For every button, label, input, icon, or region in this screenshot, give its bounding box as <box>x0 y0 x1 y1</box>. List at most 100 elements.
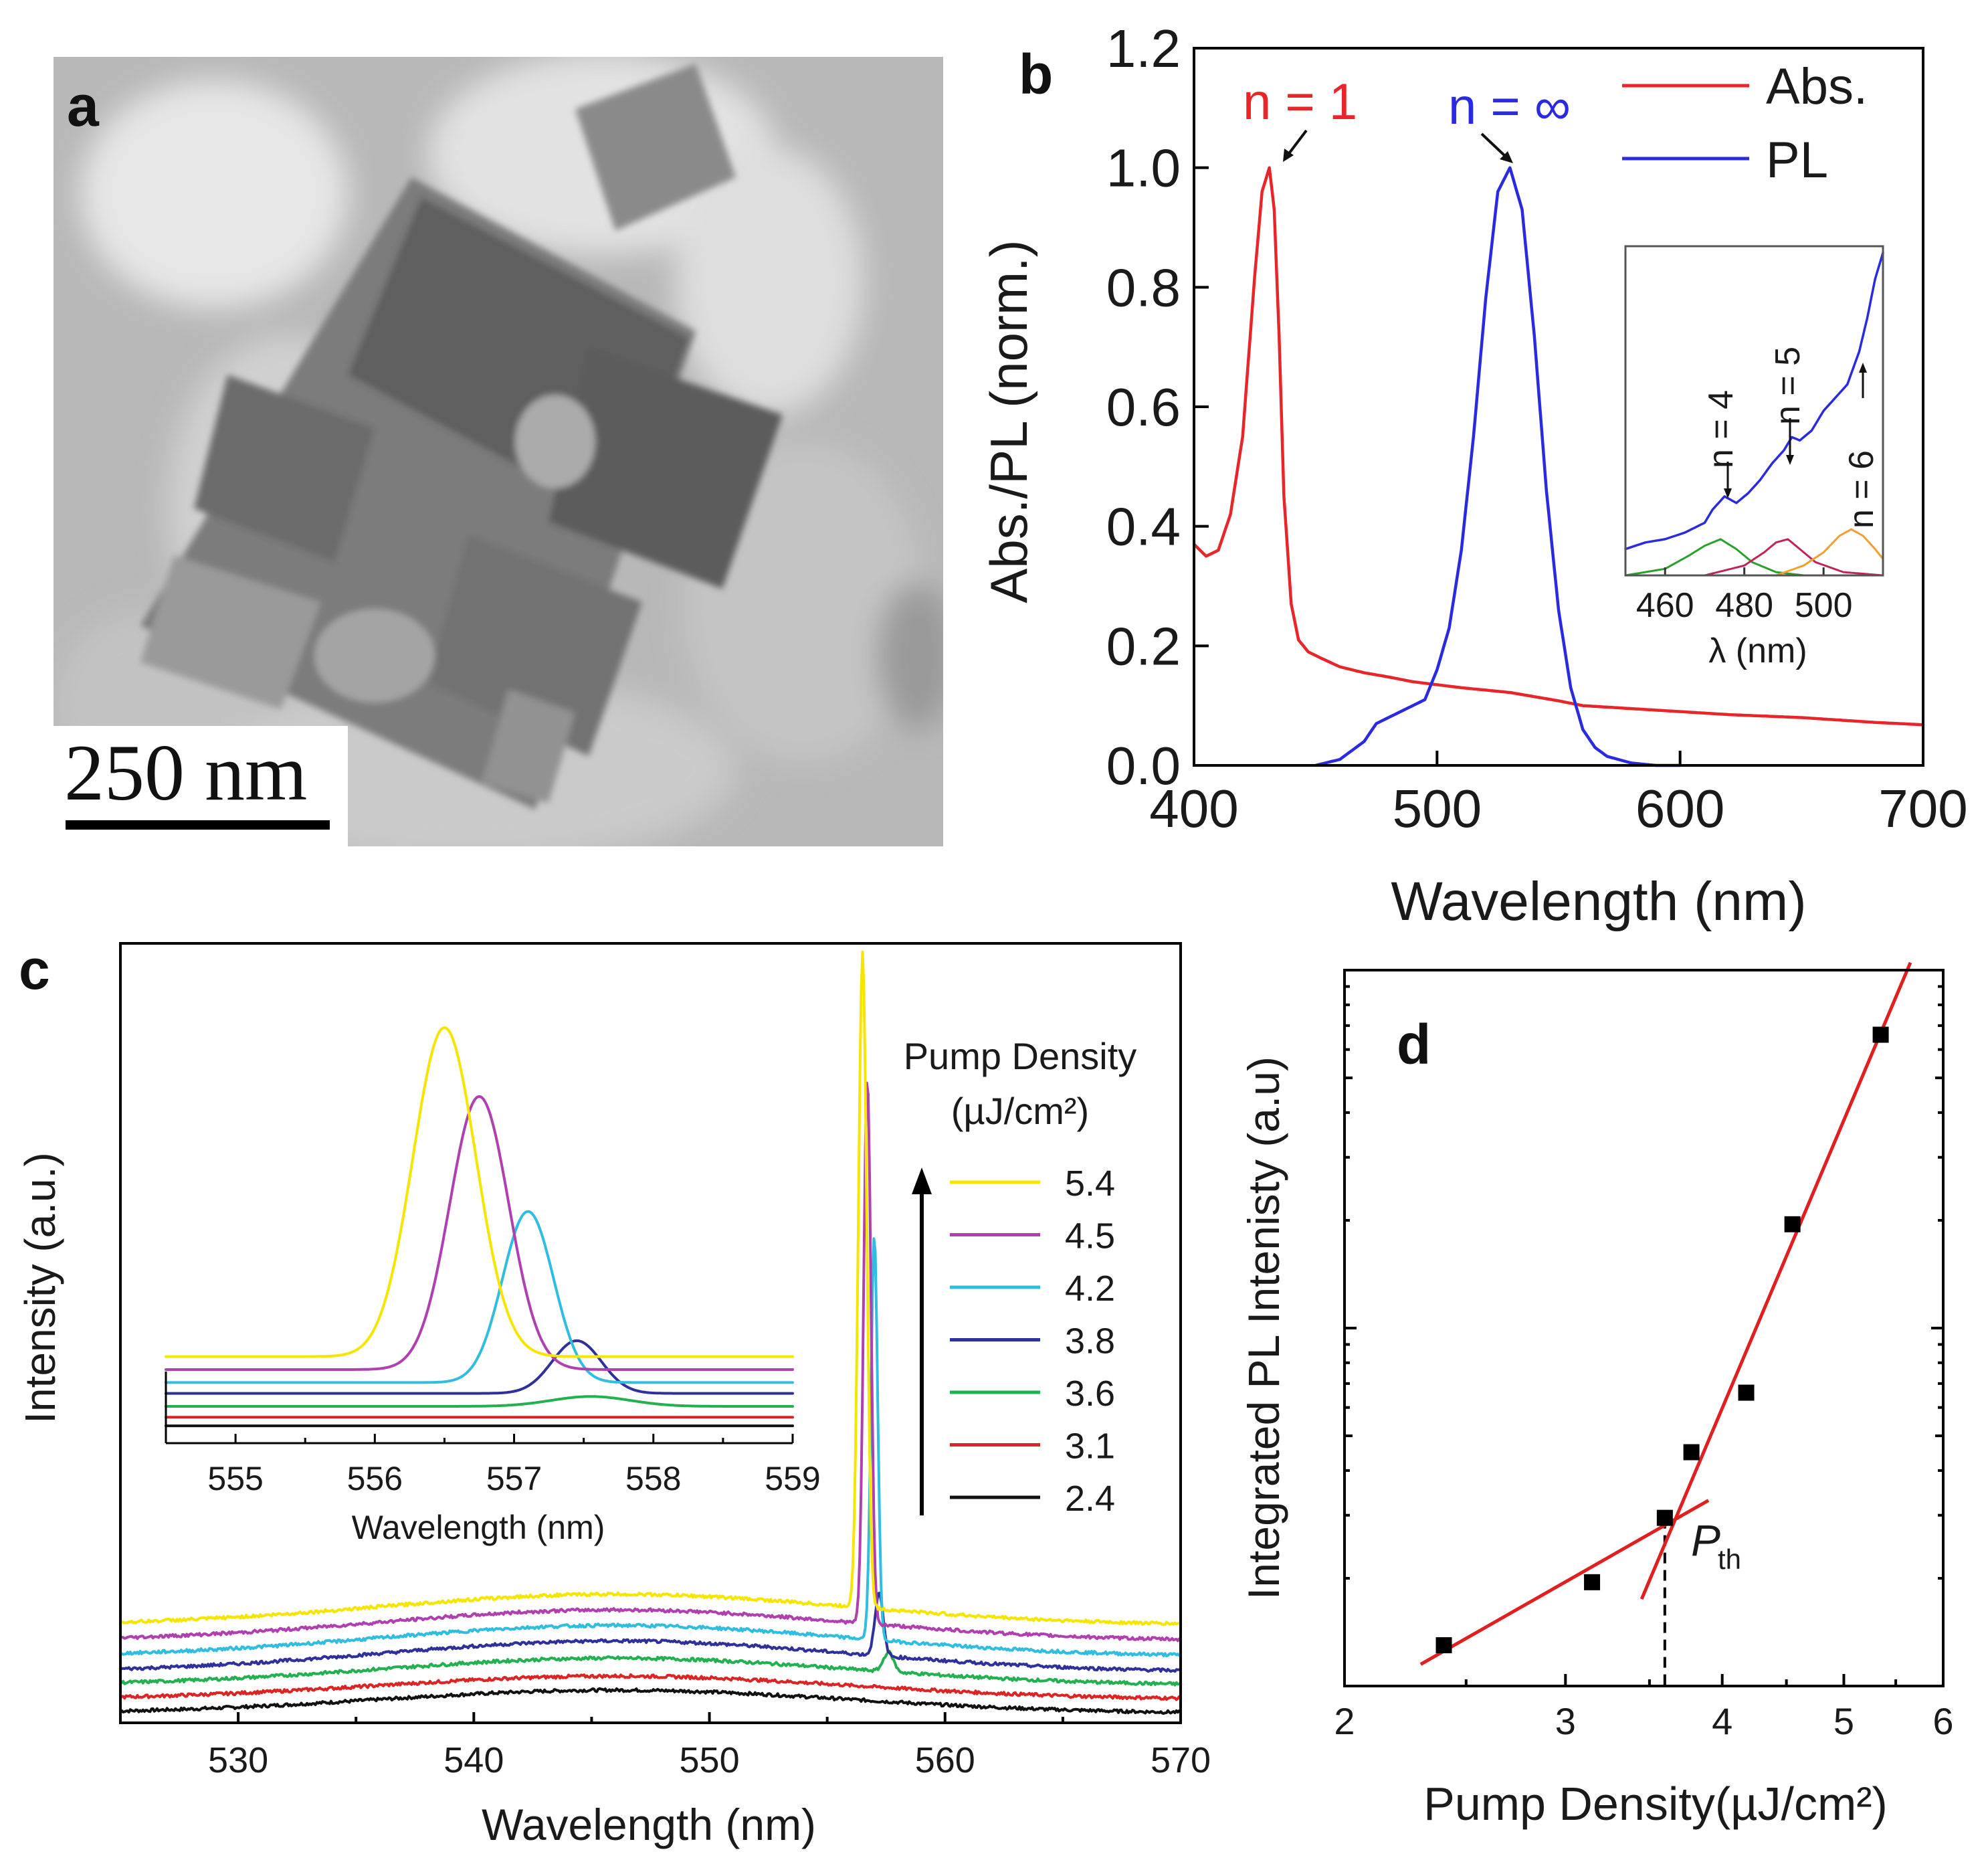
panel-c: c Intensity (a.u.) Wavelength (nm) 530 54… <box>16 938 1211 1849</box>
x-tick-label: 4 <box>1712 1700 1732 1742</box>
inset-series-line <box>1704 538 1884 577</box>
x-tick-label: 3 <box>1555 1700 1576 1742</box>
data-point <box>1584 1574 1601 1590</box>
inset-ticks: 460 480 500 <box>1636 567 1853 625</box>
series-line-3-6 <box>119 1649 1182 1687</box>
y-tick-label: 0.4 <box>1106 497 1181 557</box>
inset-x-tick-label: 559 <box>765 1460 820 1497</box>
legend-title: Pump Density <box>904 1035 1137 1077</box>
series-line-abs <box>1192 166 1925 727</box>
arrow-n1 <box>1286 129 1308 157</box>
inset-arrow-head-n6 <box>1859 363 1867 373</box>
inset-x-tick-label: 557 <box>486 1460 542 1497</box>
x-tick-label: 530 <box>208 1740 268 1780</box>
panel-a: a 250 nm <box>54 57 943 846</box>
legend-label-5-4: 5.4 <box>1065 1163 1115 1204</box>
threshold-label: P <box>1691 1515 1720 1565</box>
legend-label-abs: Abs. <box>1766 58 1868 115</box>
series-line-pl <box>1314 166 1682 767</box>
inset-x-tick-label: 500 <box>1795 586 1853 625</box>
data-point <box>1435 1637 1452 1654</box>
y-tick-label: 0.0 <box>1106 736 1181 796</box>
inset-x-label: Wavelength (nm) <box>352 1509 605 1546</box>
axis-ticks: 2 3 4 5 6 <box>1334 969 1954 1742</box>
x-tick-label: 540 <box>443 1740 504 1780</box>
inset-series-line-3-6 <box>165 1395 794 1408</box>
inset-c: 555 556 557 558 559 Wavelength (nm) <box>165 1026 821 1546</box>
x-tick-label: 570 <box>1151 1740 1211 1780</box>
series-group <box>119 950 1182 1715</box>
inset-series-line-3-8 <box>165 1339 794 1395</box>
legend-label-3-6: 3.6 <box>1065 1374 1115 1414</box>
data-point <box>1738 1384 1755 1401</box>
data-point <box>1784 1216 1801 1232</box>
series-line-4-2 <box>119 1237 1182 1658</box>
legend-label-pl: PL <box>1766 132 1828 189</box>
inset-annotation-n6: n = 6 <box>1842 450 1881 529</box>
inset-series-line <box>1624 252 1884 551</box>
arrow-head-ninf <box>1500 151 1513 163</box>
x-axis-label: Wavelength (nm) <box>1391 871 1806 932</box>
legend-label-4-5: 4.5 <box>1065 1216 1115 1256</box>
increase-arrow-head <box>912 1168 932 1194</box>
inset-series-group <box>165 1026 794 1428</box>
x-tick-label: 2 <box>1334 1700 1355 1742</box>
x-tick-label: 500 <box>1393 779 1482 838</box>
inset-b: 460 480 500 λ (nm) n = 4 n = 5 n = 6 <box>1624 245 1884 670</box>
inset-series-line-4-5 <box>165 1095 794 1371</box>
x-axis-label: Pump Density(µJ/cm²) <box>1423 1778 1888 1830</box>
series-line-3-1 <box>119 1673 1182 1701</box>
annotation-ninf: n = ∞ <box>1448 78 1571 135</box>
legend-unit: (µJ/cm²) <box>951 1090 1089 1132</box>
y-tick-label: 1.2 <box>1106 19 1181 78</box>
series-line-5-4 <box>119 950 1182 1626</box>
inset-x-tick-label: 460 <box>1636 586 1694 625</box>
inset-series-line-4-2 <box>165 1210 794 1384</box>
legend: Pump Density (µJ/cm²) 5.4 4.5 4.2 3.8 3.6 3.1… <box>904 1035 1137 1519</box>
scale-bar <box>66 820 330 830</box>
series-line-3-8 <box>119 1592 1182 1673</box>
inset-annotation-n5: n = 5 <box>1769 347 1807 425</box>
x-tick-label: 6 <box>1932 1700 1953 1742</box>
inset-series-line <box>1775 528 1884 577</box>
inset-series-line <box>1624 538 1805 577</box>
plot-frame <box>1193 47 1924 767</box>
inset-x-tick-label: 556 <box>347 1460 403 1497</box>
threshold-subscript: th <box>1718 1544 1741 1575</box>
inset-x-label: λ (nm) <box>1708 632 1807 670</box>
series-group <box>1192 166 1925 767</box>
y-axis-label: Integrated PL Intenisty (a.u) <box>1239 1056 1288 1600</box>
axis-ticks: 530 540 550 560 570 <box>119 1712 1211 1780</box>
x-tick-label: 400 <box>1149 779 1238 838</box>
panel-label-c: c <box>19 938 50 1001</box>
series-line-2-4 <box>119 1687 1182 1715</box>
fit-line-above <box>1639 961 1912 1600</box>
data-point <box>1872 1026 1889 1043</box>
series-group <box>1419 961 1912 1686</box>
inset-annotation-n4: n = 4 <box>1702 390 1741 468</box>
legend-label-3-8: 3.8 <box>1065 1321 1115 1362</box>
plot-frame <box>119 942 1182 1724</box>
data-point <box>1683 1444 1700 1461</box>
series-line-4-5 <box>119 1081 1182 1643</box>
y-axis-label: Intensity (a.u.) <box>16 1152 64 1424</box>
tem-image <box>54 57 943 846</box>
arrow-ninf <box>1480 132 1508 159</box>
y-tick-label: 0.2 <box>1106 616 1181 676</box>
annotation-n1: n = 1 <box>1243 74 1357 130</box>
inset-x-tick-label: 480 <box>1715 586 1773 625</box>
legend-label-3-1: 3.1 <box>1065 1426 1115 1467</box>
inset-series-group <box>1624 252 1884 577</box>
inset-x-tick-label: 555 <box>207 1460 263 1497</box>
x-tick-label: 700 <box>1878 779 1967 838</box>
x-tick-label: 600 <box>1635 779 1724 838</box>
x-tick-label: 560 <box>915 1740 975 1780</box>
inset-x-tick-label: 558 <box>625 1460 681 1497</box>
x-tick-label: 550 <box>680 1740 740 1780</box>
legend-label-4-2: 4.2 <box>1065 1269 1115 1309</box>
panel-d: d Integrated PL Intenisty (a.u) Pump Den… <box>1239 961 1954 1830</box>
nanocrystal-stack <box>140 64 783 810</box>
panel-label-a: a <box>67 74 100 138</box>
y-tick-label: 0.6 <box>1106 377 1181 437</box>
